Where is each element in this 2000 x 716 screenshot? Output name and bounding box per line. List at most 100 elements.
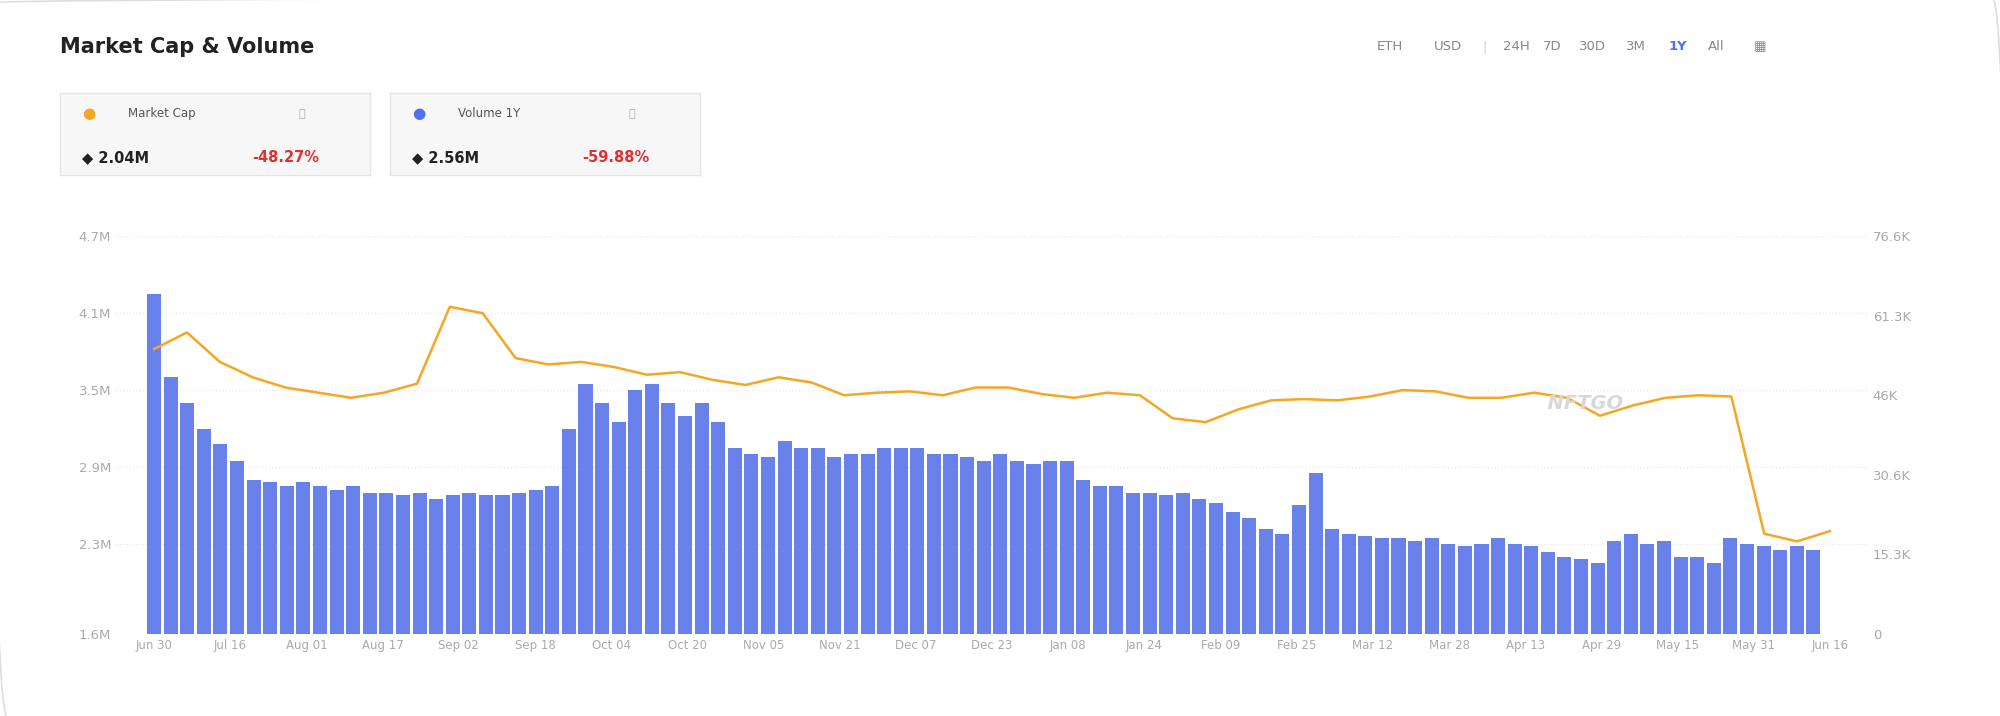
Text: NFTGO: NFTGO [1534,394,1624,412]
Bar [1176,493,1190,716]
Bar [578,384,592,716]
Bar [1308,473,1322,716]
Bar [196,429,210,716]
Bar [512,493,526,716]
Bar [528,490,542,716]
Bar [644,384,658,716]
Text: ⓘ: ⓘ [298,109,306,119]
Bar [1358,536,1372,716]
Bar [1126,493,1140,716]
Bar [1706,563,1720,716]
Bar [1774,551,1788,716]
Bar [1574,559,1588,716]
Bar [1342,533,1356,716]
Text: ▦: ▦ [1754,40,1766,53]
Bar [596,403,610,716]
Bar [1092,486,1106,716]
Bar [280,486,294,716]
Bar [478,495,492,716]
Bar [180,403,194,716]
Bar [628,390,642,716]
Bar [1242,518,1256,716]
Bar [214,444,228,716]
Bar [1060,460,1074,716]
Bar [976,460,990,716]
Bar [430,499,444,716]
Bar [678,416,692,716]
Bar [1492,538,1506,716]
Bar [744,454,758,716]
Bar [994,454,1008,716]
Bar [148,294,162,716]
Bar [562,429,576,716]
Text: ◆ 2.56M: ◆ 2.56M [412,150,478,165]
Text: 30D: 30D [1578,40,1606,53]
Text: USD: USD [1434,40,1462,53]
Bar [1540,551,1554,716]
Text: -59.88%: -59.88% [582,150,650,165]
Bar [1508,544,1522,716]
Bar [1790,546,1804,716]
Bar [926,454,940,716]
Bar [1026,465,1040,716]
Bar [1292,505,1306,716]
Text: Volume 1Y: Volume 1Y [458,107,520,120]
Bar [1326,528,1340,716]
Bar [894,448,908,716]
Bar [246,480,260,716]
Bar [1392,538,1406,716]
Text: ETH: ETH [1376,40,1404,53]
Bar [1608,541,1622,716]
Bar [1142,493,1156,716]
Bar [230,460,244,716]
Bar [612,422,626,716]
Text: |: | [1482,40,1486,53]
Bar [760,457,776,716]
Bar [296,483,310,716]
Bar [1740,544,1754,716]
Bar [1276,533,1290,716]
Bar [1044,460,1058,716]
Bar [860,454,874,716]
Text: 24H: 24H [1502,40,1530,53]
Bar [1076,480,1090,716]
Bar [1640,544,1654,716]
Bar [446,495,460,716]
Bar [1756,546,1770,716]
Bar [1524,546,1538,716]
Text: ●: ● [412,106,424,121]
Bar [1408,541,1422,716]
Bar [1656,541,1672,716]
Bar [462,493,476,716]
Text: -48.27%: -48.27% [252,150,320,165]
Text: 7D: 7D [1542,40,1562,53]
Text: 3M: 3M [1626,40,1646,53]
Bar [960,457,974,716]
Bar [712,422,726,716]
Bar [778,441,792,716]
Bar [1010,460,1024,716]
Bar [312,486,328,716]
Bar [1160,495,1174,716]
Bar [1724,538,1738,716]
Text: ●: ● [82,106,94,121]
Text: 1Y: 1Y [1668,40,1688,53]
Bar [1624,533,1638,716]
Bar [1690,557,1704,716]
Bar [1192,499,1206,716]
Bar [1590,563,1604,716]
Bar [1474,544,1488,716]
Bar [264,483,278,716]
Bar [164,377,178,716]
Bar [694,403,708,716]
Bar [878,448,892,716]
Bar [412,493,426,716]
Bar [1226,512,1240,716]
Bar [546,486,560,716]
Bar [794,448,808,716]
Text: All: All [1708,40,1724,53]
Text: ⓘ: ⓘ [628,109,636,119]
Bar [1442,544,1456,716]
Bar [844,454,858,716]
Bar [828,457,842,716]
